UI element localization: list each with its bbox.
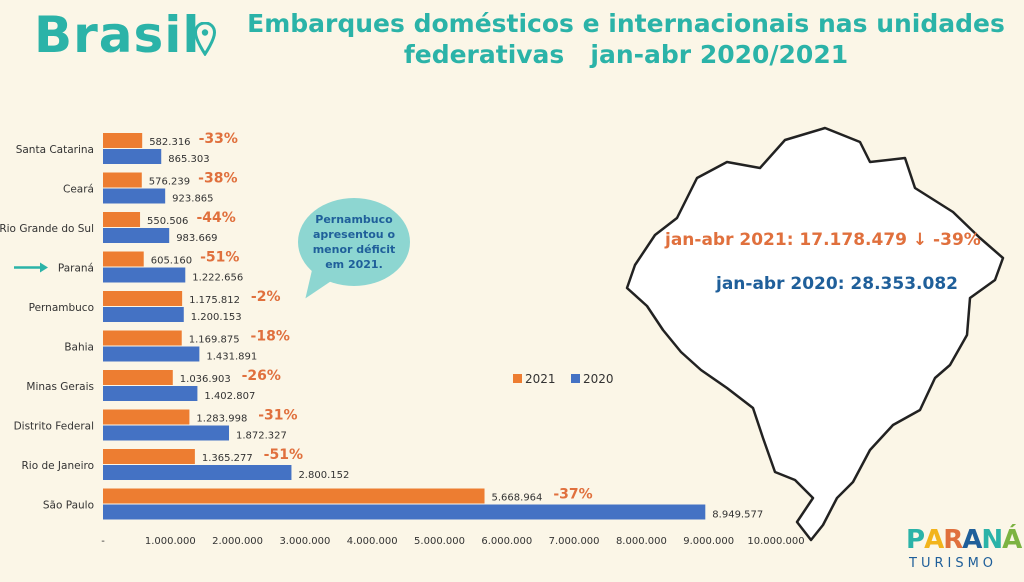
location-pin-icon xyxy=(194,22,216,56)
value-label-2021: 1.169.875 xyxy=(189,335,240,346)
change-label: -26% xyxy=(242,368,281,384)
value-label-2020: 1.431.891 xyxy=(206,352,257,363)
callout-text: Pernambuco apresentou o menor déficit em… xyxy=(312,213,396,271)
value-label-2021: 1.175.812 xyxy=(189,295,240,306)
x-tick-label: 1.000.000 xyxy=(145,536,196,547)
change-label: -38% xyxy=(198,171,237,187)
x-tick-label: 6.000.000 xyxy=(481,536,532,547)
logo-letter: A xyxy=(924,525,944,555)
category-label: Ceará xyxy=(63,184,94,196)
category-label: Pernambuco xyxy=(29,302,94,314)
callout-bubble: Pernambuco apresentou o menor déficit em… xyxy=(298,198,410,286)
total-2020: jan-abr 2020: 28.353.082 xyxy=(716,274,958,294)
x-tick-label: 2.000.000 xyxy=(212,536,263,547)
bar-2020 xyxy=(103,307,184,322)
legend-swatch-2020 xyxy=(571,374,580,383)
title-line-2: federativas jan-abr 2020/2021 xyxy=(403,40,849,69)
x-tick-label: 3.000.000 xyxy=(279,536,330,547)
category-label: São Paulo xyxy=(43,500,94,512)
bar-2021 xyxy=(103,449,195,464)
logo-letter: P xyxy=(906,525,925,555)
bar-2020 xyxy=(103,504,706,520)
value-label-2021: 5.668.964 xyxy=(492,493,543,504)
bar-2020 xyxy=(103,386,198,401)
x-tick-label: 5.000.000 xyxy=(414,536,465,547)
legend-label-2021: 2021 xyxy=(525,372,556,386)
category-label: Minas Gerais xyxy=(26,381,94,393)
bar-2021 xyxy=(103,133,143,148)
brazil-map xyxy=(625,126,1005,542)
bar-2020 xyxy=(103,149,162,164)
value-label-2020: 2.800.152 xyxy=(298,470,349,481)
x-tick-label: 9.000.000 xyxy=(683,536,734,547)
category-label: Paraná xyxy=(58,263,94,275)
logo-letter: N xyxy=(981,525,1003,555)
bar-2020 xyxy=(103,465,292,480)
logo-letter: A xyxy=(962,525,982,555)
value-label-2021: 1.036.903 xyxy=(180,374,231,385)
bar-2021 xyxy=(103,370,173,385)
value-label-2021: 550.506 xyxy=(147,216,188,227)
x-tick-label: - xyxy=(101,536,105,547)
value-label-2021: 605.160 xyxy=(151,256,192,267)
value-label-2020: 8.949.577 xyxy=(712,510,763,521)
logo-subtitle: TURISMO xyxy=(909,556,998,571)
change-label: -33% xyxy=(199,131,238,147)
change-label: -37% xyxy=(553,487,592,503)
bar-2021 xyxy=(103,212,141,227)
value-label-2020: 1.222.656 xyxy=(192,273,243,284)
change-label: -18% xyxy=(251,329,290,345)
brand-title: Brasil xyxy=(34,6,201,64)
legend-swatch-2021 xyxy=(513,374,522,383)
category-label: Rio Grande do Sul xyxy=(0,223,94,235)
logo-letter: Á xyxy=(1002,525,1022,555)
change-label: -2% xyxy=(251,289,281,305)
logo: PARANÁ xyxy=(906,525,1022,555)
change-label: -51% xyxy=(264,447,303,463)
value-label-2020: 1.402.807 xyxy=(204,391,255,402)
value-label-2021: 576.239 xyxy=(149,177,190,188)
bar-2020 xyxy=(103,228,170,243)
bar-2020 xyxy=(103,267,186,283)
value-label-2020: 923.865 xyxy=(172,194,213,205)
x-tick-label: 7.000.000 xyxy=(549,536,600,547)
legend-label-2020: 2020 xyxy=(583,372,614,386)
highlight-arrowhead-icon xyxy=(40,262,48,273)
category-label: Santa Catarina xyxy=(16,144,94,156)
category-label: Distrito Federal xyxy=(14,421,94,433)
x-tick-label: 4.000.000 xyxy=(347,536,398,547)
value-label-2021: 1.365.277 xyxy=(202,453,253,464)
change-label: -44% xyxy=(196,210,235,226)
value-label-2020: 1.200.153 xyxy=(191,312,242,323)
x-tick-label: 10.000.000 xyxy=(747,536,804,547)
value-label-2020: 1.872.327 xyxy=(236,431,287,442)
title-line-1: Embarques domésticos e internacionais na… xyxy=(247,9,1005,38)
bar-2021 xyxy=(103,409,190,425)
bar-2021 xyxy=(103,172,142,188)
page-title: Embarques domésticos e internacionais na… xyxy=(236,8,1016,70)
bar-2021 xyxy=(103,291,183,306)
change-label: -51% xyxy=(200,250,239,266)
bar-2021 xyxy=(103,488,485,504)
bar-2020 xyxy=(103,188,166,204)
bar-2020 xyxy=(103,346,200,362)
value-label-2021: 582.316 xyxy=(149,137,190,148)
category-label: Rio de Janeiro xyxy=(21,460,94,472)
total-2021: jan-abr 2021: 17.178.479 ↓ -39% xyxy=(665,230,981,250)
category-label: Bahia xyxy=(64,342,94,354)
value-label-2020: 865.303 xyxy=(168,154,209,165)
value-label-2020: 983.669 xyxy=(176,233,217,244)
bar-2021 xyxy=(103,330,182,346)
x-tick-label: 8.000.000 xyxy=(616,536,667,547)
bar-2021 xyxy=(103,251,144,267)
value-label-2021: 1.283.998 xyxy=(196,414,247,425)
logo-letter: R xyxy=(943,525,963,555)
bar-2020 xyxy=(103,425,230,441)
change-label: -31% xyxy=(258,408,297,424)
